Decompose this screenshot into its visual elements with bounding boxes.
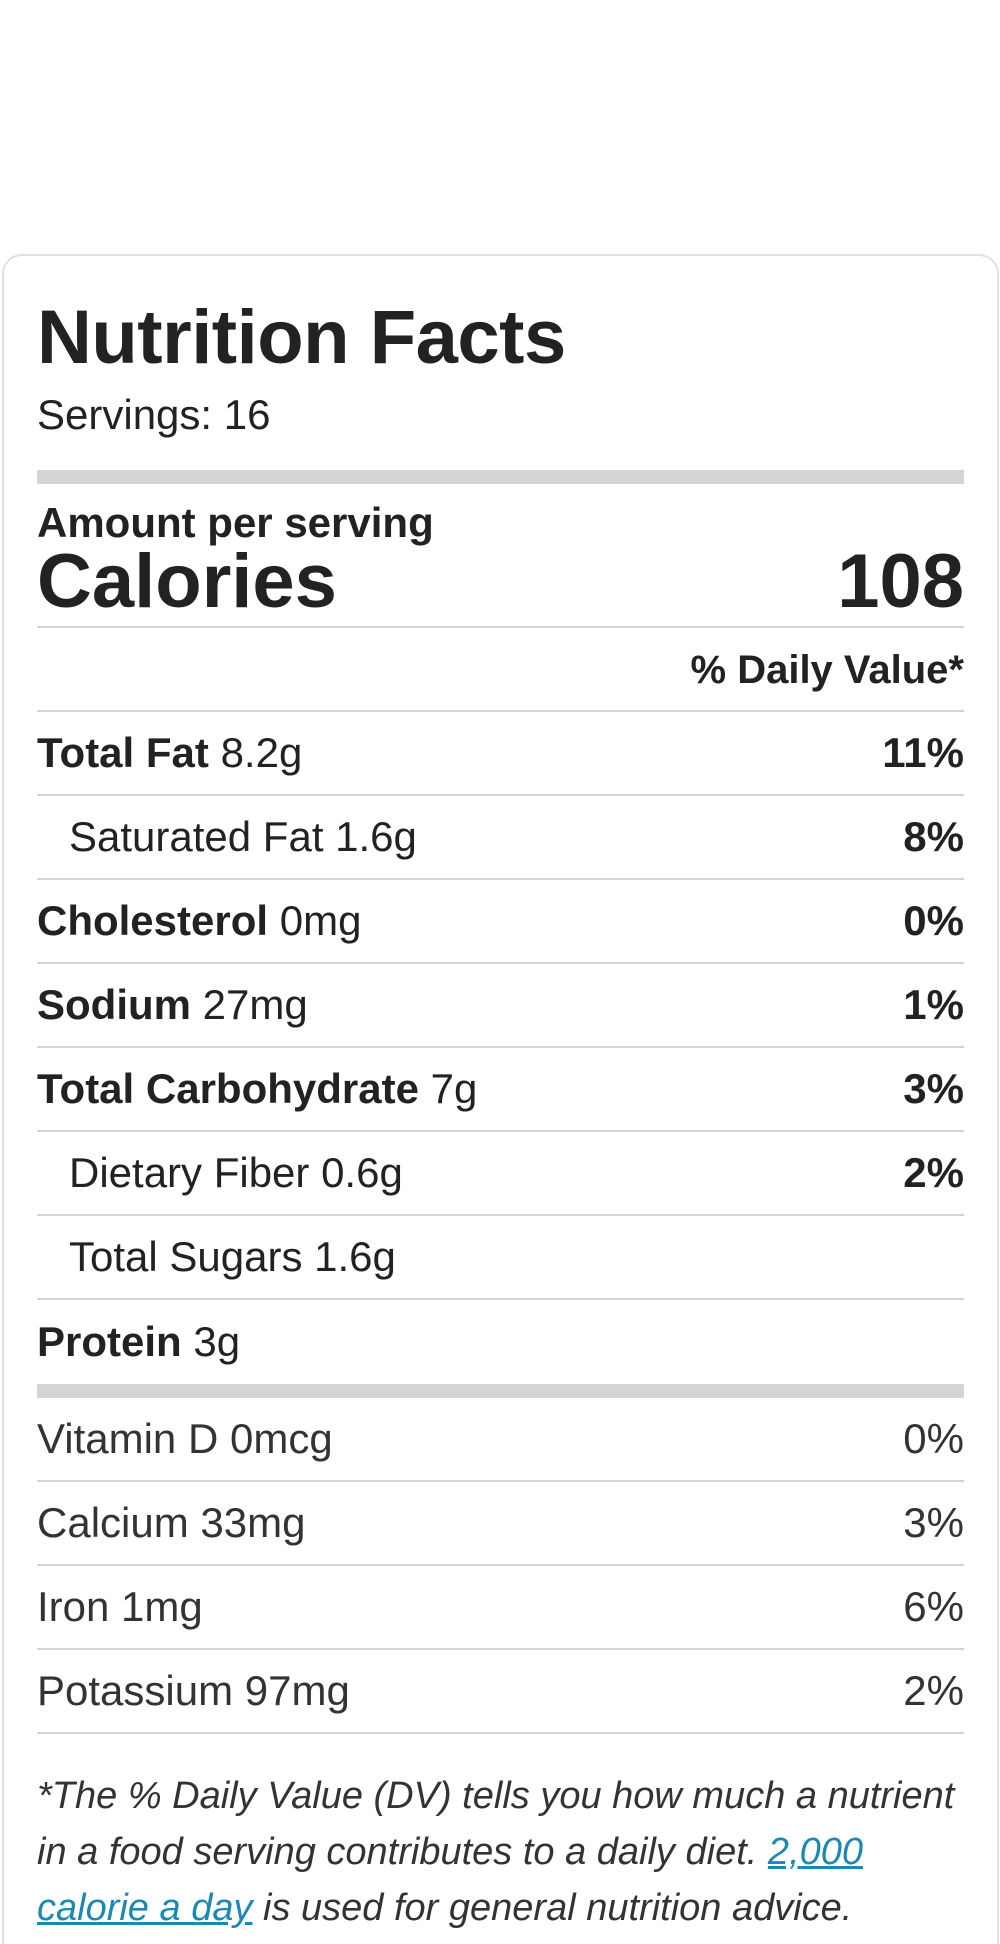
vitamin-percent: 3%: [903, 1499, 964, 1546]
nutrient-amount: 7g: [430, 1065, 478, 1112]
vitamin-amount: 1mg: [121, 1583, 203, 1630]
vitamin-percent: 6%: [903, 1583, 964, 1630]
vitamin-row-iron: Iron 1mg 6%: [37, 1566, 964, 1650]
vitamin-amount: 33mg: [200, 1499, 306, 1546]
nutrient-row-total-carbohydrate: Total Carbohydrate 7g 3%: [37, 1048, 964, 1132]
vitamin-percent: 2%: [903, 1667, 964, 1714]
vitamin-amount: 97mg: [244, 1667, 350, 1714]
nutrient-row-cholesterol: Cholesterol 0mg 0%: [37, 880, 964, 964]
nutrient-row-dietary-fiber: Dietary Fiber 0.6g 2%: [37, 1132, 964, 1216]
nutrition-facts-title: Nutrition Facts: [37, 295, 566, 380]
nutrient-row-total-fat: Total Fat 8.2g 11%: [37, 712, 964, 796]
nutrient-amount: 3g: [193, 1318, 241, 1365]
nutrient-name: Total Fat: [37, 729, 209, 776]
servings-text: Servings: 16: [37, 391, 271, 438]
nutrient-row-total-sugars: Total Sugars 1.6g: [37, 1216, 964, 1300]
vitamin-name: Potassium: [37, 1667, 234, 1714]
nutrient-amount: 1.6g: [314, 1233, 396, 1280]
calories-value: 108: [837, 539, 964, 624]
vitamins-divider: [37, 1384, 964, 1398]
nutrient-percent: 11%: [882, 729, 964, 776]
calories-row: Calories 108: [37, 544, 964, 628]
vitamin-row-calcium: Calcium 33mg 3%: [37, 1482, 964, 1566]
nutrient-name: Total Sugars: [69, 1233, 303, 1280]
nutrient-row-sodium: Sodium 27mg 1%: [37, 964, 964, 1048]
daily-value-header: % Daily Value*: [37, 628, 964, 712]
nutrient-name: Sodium: [37, 981, 191, 1028]
nutrient-name: Dietary Fiber: [69, 1149, 310, 1196]
vitamin-name: Iron: [37, 1583, 110, 1630]
nutrient-row-saturated-fat: Saturated Fat 1.6g 8%: [37, 796, 964, 880]
nutrient-amount: 8.2g: [220, 729, 303, 776]
nutrient-row-protein: Protein 3g: [37, 1300, 964, 1384]
amount-per-serving-label: Amount per serving: [37, 499, 434, 546]
vitamin-row-vitamin-d: Vitamin D 0mcg 0%: [37, 1398, 964, 1482]
nutrient-percent: 1%: [903, 981, 964, 1028]
vitamin-amount: 0mcg: [229, 1415, 333, 1462]
nutrient-percent: 2%: [903, 1149, 964, 1196]
daily-value-footnote: *The % Daily Value (DV) tells you how mu…: [37, 1768, 964, 1936]
nutrient-percent: 8%: [903, 813, 964, 860]
nutrient-name: Protein: [37, 1318, 182, 1365]
top-divider: [37, 470, 964, 484]
calorie-a-day-link[interactable]: 2,000 calorie a day: [37, 1831, 863, 1929]
nutrient-percent: 3%: [903, 1065, 964, 1112]
footnote-text: *The % Daily Value (DV) tells you how mu…: [37, 1775, 955, 1873]
nutrient-name: Cholesterol: [37, 897, 269, 944]
vitamin-name: Vitamin D: [37, 1415, 219, 1462]
vitamin-percent: 0%: [903, 1415, 964, 1462]
nutrient-amount: 27mg: [202, 981, 308, 1028]
nutrient-amount: 1.6g: [335, 813, 417, 860]
calories-label: Calories: [37, 539, 337, 624]
nutrient-amount: 0mg: [279, 897, 362, 944]
nutrition-label: Nutrition Facts Servings: 16 Amount per …: [2, 254, 999, 1944]
vitamin-row-potassium: Potassium 97mg 2%: [37, 1650, 964, 1734]
nutrient-name: Saturated Fat: [69, 813, 324, 860]
vitamin-name: Calcium: [37, 1499, 189, 1546]
nutrient-name: Total Carbohydrate: [37, 1065, 419, 1112]
nutrient-amount: 0.6g: [321, 1149, 403, 1196]
footnote-text-end: is used for general nutrition advice.: [252, 1887, 853, 1929]
nutrient-percent: 0%: [903, 897, 964, 944]
